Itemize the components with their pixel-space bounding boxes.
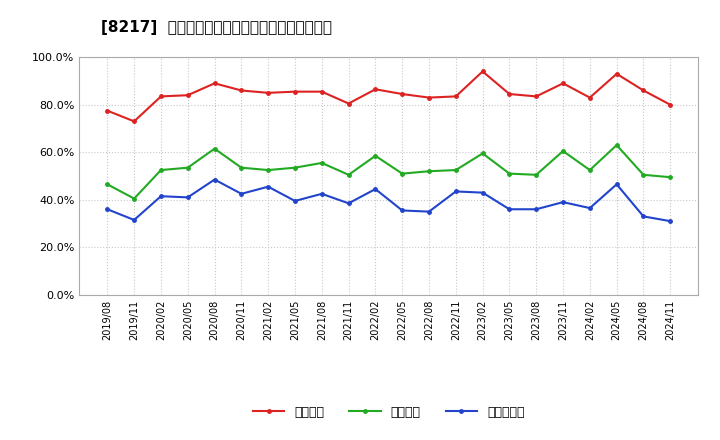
当座比率 xyxy=(425,169,433,174)
当座比率 xyxy=(130,196,138,201)
現預金比率 xyxy=(585,205,594,211)
Legend: 流動比率, 当座比率, 現預金比率: 流動比率, 当座比率, 現預金比率 xyxy=(248,401,529,424)
流動比率 xyxy=(371,87,379,92)
現預金比率 xyxy=(371,187,379,192)
流動比率 xyxy=(291,89,300,94)
現預金比率 xyxy=(666,219,675,224)
流動比率 xyxy=(103,108,112,113)
現預金比率 xyxy=(425,209,433,214)
Line: 当座比率: 当座比率 xyxy=(106,143,672,200)
当座比率 xyxy=(157,167,166,172)
現預金比率 xyxy=(237,191,246,196)
当座比率 xyxy=(237,165,246,170)
流動比率 xyxy=(639,88,648,93)
Text: [8217]  流動比率、当座比率、現預金比率の推移: [8217] 流動比率、当座比率、現預金比率の推移 xyxy=(101,20,332,35)
流動比率 xyxy=(318,89,326,94)
当座比率 xyxy=(478,151,487,156)
当座比率 xyxy=(398,171,407,176)
流動比率 xyxy=(425,95,433,100)
流動比率 xyxy=(478,69,487,74)
当座比率 xyxy=(532,172,541,177)
現預金比率 xyxy=(157,194,166,199)
流動比率 xyxy=(532,94,541,99)
流動比率 xyxy=(505,92,514,97)
Line: 流動比率: 流動比率 xyxy=(106,70,672,123)
現預金比率 xyxy=(532,207,541,212)
当座比率 xyxy=(639,172,648,177)
現預金比率 xyxy=(103,207,112,212)
当座比率 xyxy=(371,153,379,158)
当座比率 xyxy=(210,146,219,151)
現預金比率 xyxy=(264,184,272,189)
当座比率 xyxy=(505,171,514,176)
現預金比率 xyxy=(612,182,621,187)
流動比率 xyxy=(184,92,192,98)
流動比率 xyxy=(612,71,621,77)
当座比率 xyxy=(318,160,326,165)
現預金比率 xyxy=(478,190,487,195)
現預金比率 xyxy=(451,189,460,194)
現預金比率 xyxy=(398,208,407,213)
当座比率 xyxy=(585,167,594,172)
流動比率 xyxy=(157,94,166,99)
当座比率 xyxy=(612,143,621,148)
現預金比率 xyxy=(184,195,192,200)
当座比率 xyxy=(291,165,300,170)
当座比率 xyxy=(264,167,272,172)
現預金比率 xyxy=(505,207,514,212)
現預金比率 xyxy=(318,191,326,196)
当座比率 xyxy=(451,167,460,172)
流動比率 xyxy=(344,101,353,106)
流動比率 xyxy=(210,81,219,86)
Line: 現預金比率: 現預金比率 xyxy=(106,178,672,223)
当座比率 xyxy=(559,148,567,154)
現預金比率 xyxy=(130,217,138,223)
当座比率 xyxy=(344,172,353,177)
現預金比率 xyxy=(639,214,648,219)
当座比率 xyxy=(103,182,112,187)
現預金比率 xyxy=(559,199,567,205)
当座比率 xyxy=(184,165,192,170)
流動比率 xyxy=(585,95,594,100)
流動比率 xyxy=(264,90,272,95)
流動比率 xyxy=(451,94,460,99)
当座比率 xyxy=(666,175,675,180)
流動比率 xyxy=(237,88,246,93)
流動比率 xyxy=(130,119,138,124)
流動比率 xyxy=(666,102,675,107)
現預金比率 xyxy=(344,201,353,206)
流動比率 xyxy=(559,81,567,86)
流動比率 xyxy=(398,92,407,97)
現預金比率 xyxy=(291,198,300,204)
現預金比率 xyxy=(210,177,219,182)
